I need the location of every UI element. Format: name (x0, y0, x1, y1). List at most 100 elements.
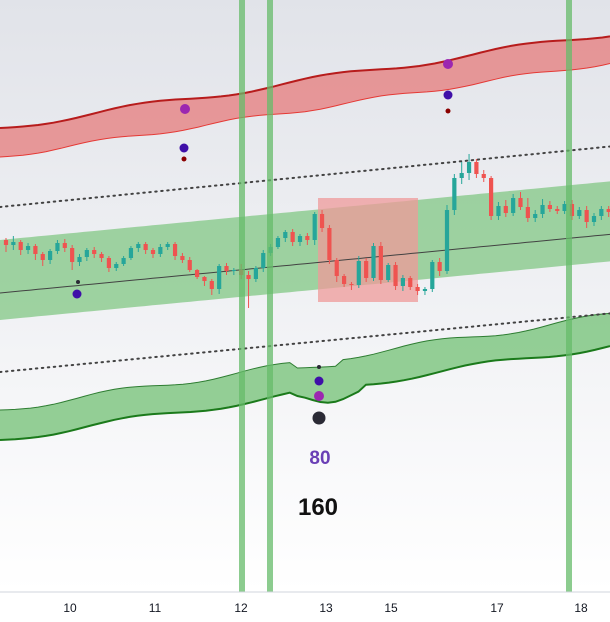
candle-up (55, 243, 60, 251)
candle-down (319, 214, 325, 228)
signal-marker-purple (180, 104, 190, 114)
candle-up (371, 246, 376, 278)
candle-down (489, 178, 494, 216)
candle-up (540, 205, 545, 214)
candle-down (503, 206, 508, 213)
lower-band-line (0, 345, 610, 441)
candle-down (334, 260, 339, 276)
bands-layer (0, 36, 610, 440)
annotation-80: 80 (309, 448, 330, 469)
candle-down (342, 276, 347, 284)
candle-down (3, 240, 9, 245)
candle-up (253, 268, 258, 279)
lower-band-fill (0, 313, 610, 440)
x-tick-label: 13 (319, 601, 333, 615)
candle-down (481, 174, 486, 178)
candle-up (430, 262, 435, 289)
candle-down (40, 254, 45, 260)
candle-up (217, 266, 222, 289)
candle-down (246, 275, 251, 279)
mid-channel-fill (0, 181, 610, 320)
upper-band-line (0, 35, 610, 129)
annotation-160: 160 (298, 494, 338, 521)
markers-layer (72, 59, 453, 425)
x-tick-label: 11 (149, 601, 162, 615)
candle-up (275, 238, 281, 247)
vertical-highlights-layer (239, 0, 572, 592)
x-tick-label: 12 (234, 601, 248, 615)
candle-up (444, 210, 450, 271)
x-tick-label: 18 (574, 601, 588, 615)
upper-band-inner-line (0, 63, 610, 158)
candle-up (261, 253, 266, 268)
candle-down (305, 236, 310, 240)
signal-marker-maroon (181, 156, 187, 162)
candle-up (577, 210, 582, 216)
candle-down (202, 277, 207, 281)
candle-down (143, 244, 148, 250)
candle-up (533, 214, 538, 218)
candle-down (349, 284, 354, 285)
candle-down (290, 232, 295, 242)
candle-down (150, 250, 156, 254)
vertical-highlight (267, 0, 273, 592)
candle-down (378, 246, 383, 280)
candle-down (474, 162, 479, 174)
candle-down (172, 244, 178, 256)
candle-up (452, 178, 457, 210)
candle-up (496, 206, 501, 216)
candle-down (224, 266, 229, 271)
candle-up (562, 204, 567, 211)
candle-up (511, 198, 516, 213)
candle-up (77, 257, 82, 262)
candle-down (209, 281, 214, 289)
signal-marker-purple (314, 391, 324, 401)
candle-up (283, 232, 288, 238)
signal-marker-indigo (314, 376, 324, 386)
x-tick-label: 10 (63, 601, 77, 615)
candle-up (400, 278, 405, 286)
candle-down (364, 261, 369, 278)
lower-dotted-line (0, 312, 610, 373)
candle-down (195, 270, 200, 277)
candle-up (356, 261, 361, 285)
candle-down (606, 209, 610, 212)
signal-marker-maroon (445, 108, 451, 114)
candle-down (327, 228, 332, 260)
candle-down (18, 242, 23, 250)
x-tick-label: 15 (384, 601, 398, 615)
candle-up (158, 247, 163, 254)
candle-down (525, 207, 530, 218)
candle-down (437, 262, 442, 271)
vertical-highlight (566, 0, 572, 592)
signal-marker-dark (317, 365, 321, 369)
candle-up (459, 173, 464, 178)
x-axis-area[interactable] (0, 593, 610, 622)
candle-up (165, 244, 170, 247)
candle-up (128, 248, 134, 258)
candle-down (393, 265, 398, 286)
candle-down (92, 250, 97, 254)
candle-down (62, 243, 67, 248)
upper-dotted-line (0, 145, 610, 208)
candle-down (106, 258, 111, 268)
x-axis-ticks: 10 11 12 13 15 17 18 (63, 601, 588, 615)
candle-up (25, 246, 31, 250)
candle-down (99, 254, 104, 258)
candle-up (297, 236, 303, 242)
candle-up (84, 250, 89, 257)
candle-up (114, 264, 119, 268)
candle-up (312, 214, 317, 240)
signal-marker-dark (312, 411, 326, 425)
candle-down (70, 248, 75, 262)
candle-up (136, 244, 141, 248)
signal-marker-indigo (179, 143, 189, 153)
candle-down (584, 210, 589, 222)
signal-marker-indigo (443, 90, 453, 100)
candle-down (33, 246, 38, 254)
candle-down (518, 198, 523, 207)
signal-marker-purple (443, 59, 453, 69)
candle-down (547, 205, 552, 209)
candle-up (386, 265, 391, 280)
